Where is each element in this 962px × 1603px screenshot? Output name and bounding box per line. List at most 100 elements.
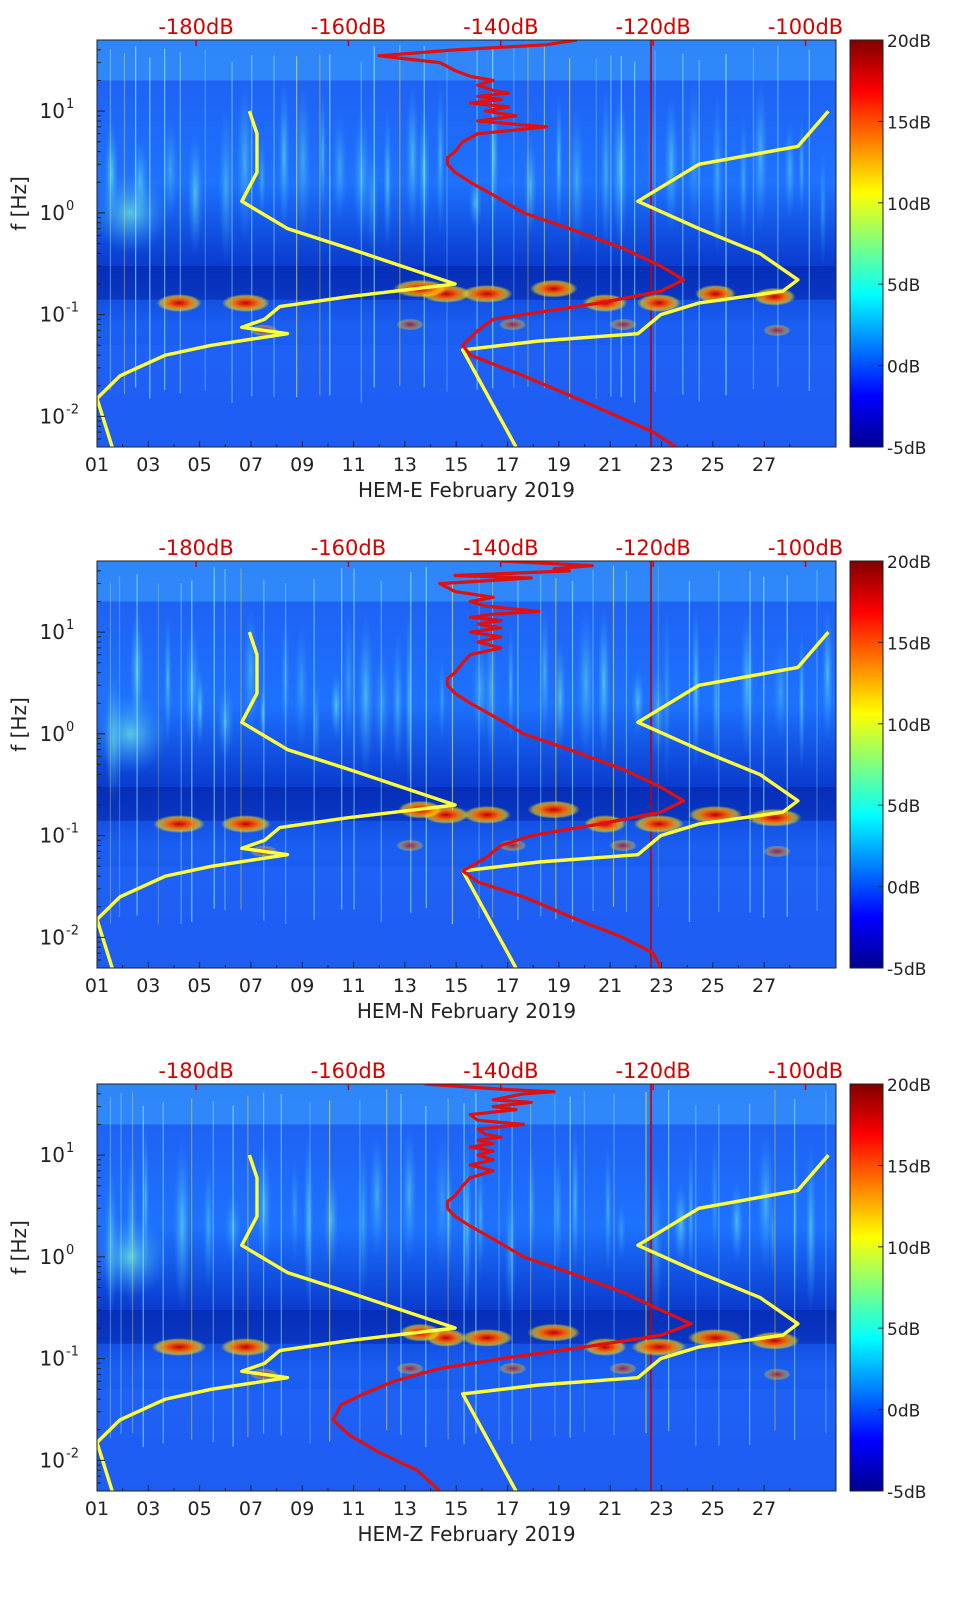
x-tick-label: 07 [239,454,263,476]
y-axis-label: f [Hz] [7,1220,31,1275]
x-tick-label: 27 [752,975,776,997]
y-tick-exponent: -1 [66,822,79,837]
y-tick-exponent: 1 [66,97,74,112]
top-tick-label: -160dB [311,15,386,39]
top-tick-label: -180dB [158,536,233,560]
top-tick-label: -100dB [768,15,843,39]
y-tick-exponent: 1 [66,618,74,633]
x-tick-label: 25 [701,1498,725,1520]
y-tick-label: 10 [40,1245,65,1269]
spectrogram-area [97,561,836,968]
x-tick-label: 15 [444,1498,468,1520]
x-tick-label: 25 [701,975,725,997]
x-tick-label: 01 [85,1498,109,1520]
colorbar-tick-label: -5dB [887,960,926,980]
spectrogram-area [97,1084,836,1491]
colorbar-tick-label: 20dB [887,32,931,52]
colorbar: 20dB 15dB 10dB 5dB 0dB -5dB [849,553,931,980]
x-tick-label: 27 [752,454,776,476]
x-tick-label: 13 [393,1498,417,1520]
x-tick-label: 07 [239,975,263,997]
x-tick-label: 19 [547,1498,571,1520]
x-tick-label: 23 [649,454,673,476]
x-tick-label: 17 [495,1498,519,1520]
y-tick-exponent: -2 [66,1446,79,1461]
top-tick-label: -160dB [311,536,386,560]
x-tick-label: 15 [444,454,468,476]
y-tick-label: 10 [40,824,65,848]
x-tick-label: 01 [85,454,109,476]
top-tick-label: -160dB [311,1059,386,1083]
x-tick-label: 13 [393,975,417,997]
y-tick-label: 10 [40,201,65,225]
red-curve [438,561,686,968]
y-tick-exponent: 1 [66,1141,74,1156]
colorbar: 20dB 15dB 10dB 5dB 0dB -5dB [849,32,931,459]
x-tick-label: 19 [547,975,571,997]
colorbar-tick-label: 10dB [887,716,931,736]
x-tick-label: 21 [598,975,622,997]
x-tick-label: 09 [290,454,314,476]
x-tick-label: 15 [444,975,468,997]
colorbar-tick-label: 15dB [887,634,931,654]
y-tick-exponent: -2 [66,923,79,938]
colorbar-tick-label: 5dB [887,1320,920,1340]
x-axis-label: HEM-N February 2019 [357,999,576,1023]
yellow-curve-1 [461,630,830,968]
x-tick-label: 13 [393,454,417,476]
x-tick-label: 01 [85,975,109,997]
x-tick-label: 21 [598,454,622,476]
x-tick-label: 25 [701,454,725,476]
top-tick-label: -120dB [615,536,690,560]
yellow-curve-1 [461,1153,830,1491]
y-axis-label: f [Hz] [7,697,31,752]
red-curve [331,1084,693,1491]
colorbar-tick-label: 0dB [887,1402,920,1422]
colorbar-tick-label: 0dB [887,358,920,378]
y-tick-exponent: 0 [66,199,74,214]
x-tick-label: 17 [495,975,519,997]
y-tick-label: 10 [40,99,65,123]
y-tick-label: 10 [40,404,65,428]
top-tick-label: -180dB [158,1059,233,1083]
y-tick-exponent: -1 [66,301,79,316]
top-tick-label: -120dB [615,15,690,39]
y-tick-label: 10 [40,1347,65,1371]
top-tick-label: -140dB [463,15,538,39]
y-tick-label: 10 [40,722,65,746]
colorbar-tick-label: 20dB [887,1076,931,1096]
top-tick-label: -100dB [768,536,843,560]
x-tick-label: 17 [495,454,519,476]
colorbar-tick-label: 10dB [887,195,931,215]
y-tick-label: 10 [40,620,65,644]
x-tick-label: 11 [342,1498,366,1520]
x-tick-label: 03 [136,975,160,997]
x-axis-label: HEM-E February 2019 [358,478,575,502]
colorbar-tick-label: -5dB [887,439,926,459]
colorbar-tick-label: 15dB [887,1157,931,1177]
colorbar-tick-label: 5dB [887,276,920,296]
spectrogram-area [97,40,836,447]
x-tick-label: 11 [342,975,366,997]
yellow-curve-0 [97,1154,457,1491]
y-tick-exponent: 0 [66,1243,74,1258]
x-tick-label: 11 [342,454,366,476]
x-tick-label: 27 [752,1498,776,1520]
y-tick-label: 10 [40,303,65,327]
colorbar-tick-label: 15dB [887,113,931,133]
colorbar-tick-label: 0dB [887,879,920,899]
yellow-curve-0 [97,631,457,968]
y-tick-exponent: 0 [66,720,74,735]
top-tick-label: -180dB [158,15,233,39]
colorbar-tick-label: 20dB [887,553,931,573]
x-tick-label: 05 [188,975,212,997]
y-tick-exponent: -1 [66,1345,79,1360]
x-tick-label: 23 [649,1498,673,1520]
x-tick-label: 03 [136,454,160,476]
top-tick-label: -100dB [768,1059,843,1083]
colorbar-tick-label: 10dB [887,1239,931,1259]
y-tick-label: 10 [40,1143,65,1167]
